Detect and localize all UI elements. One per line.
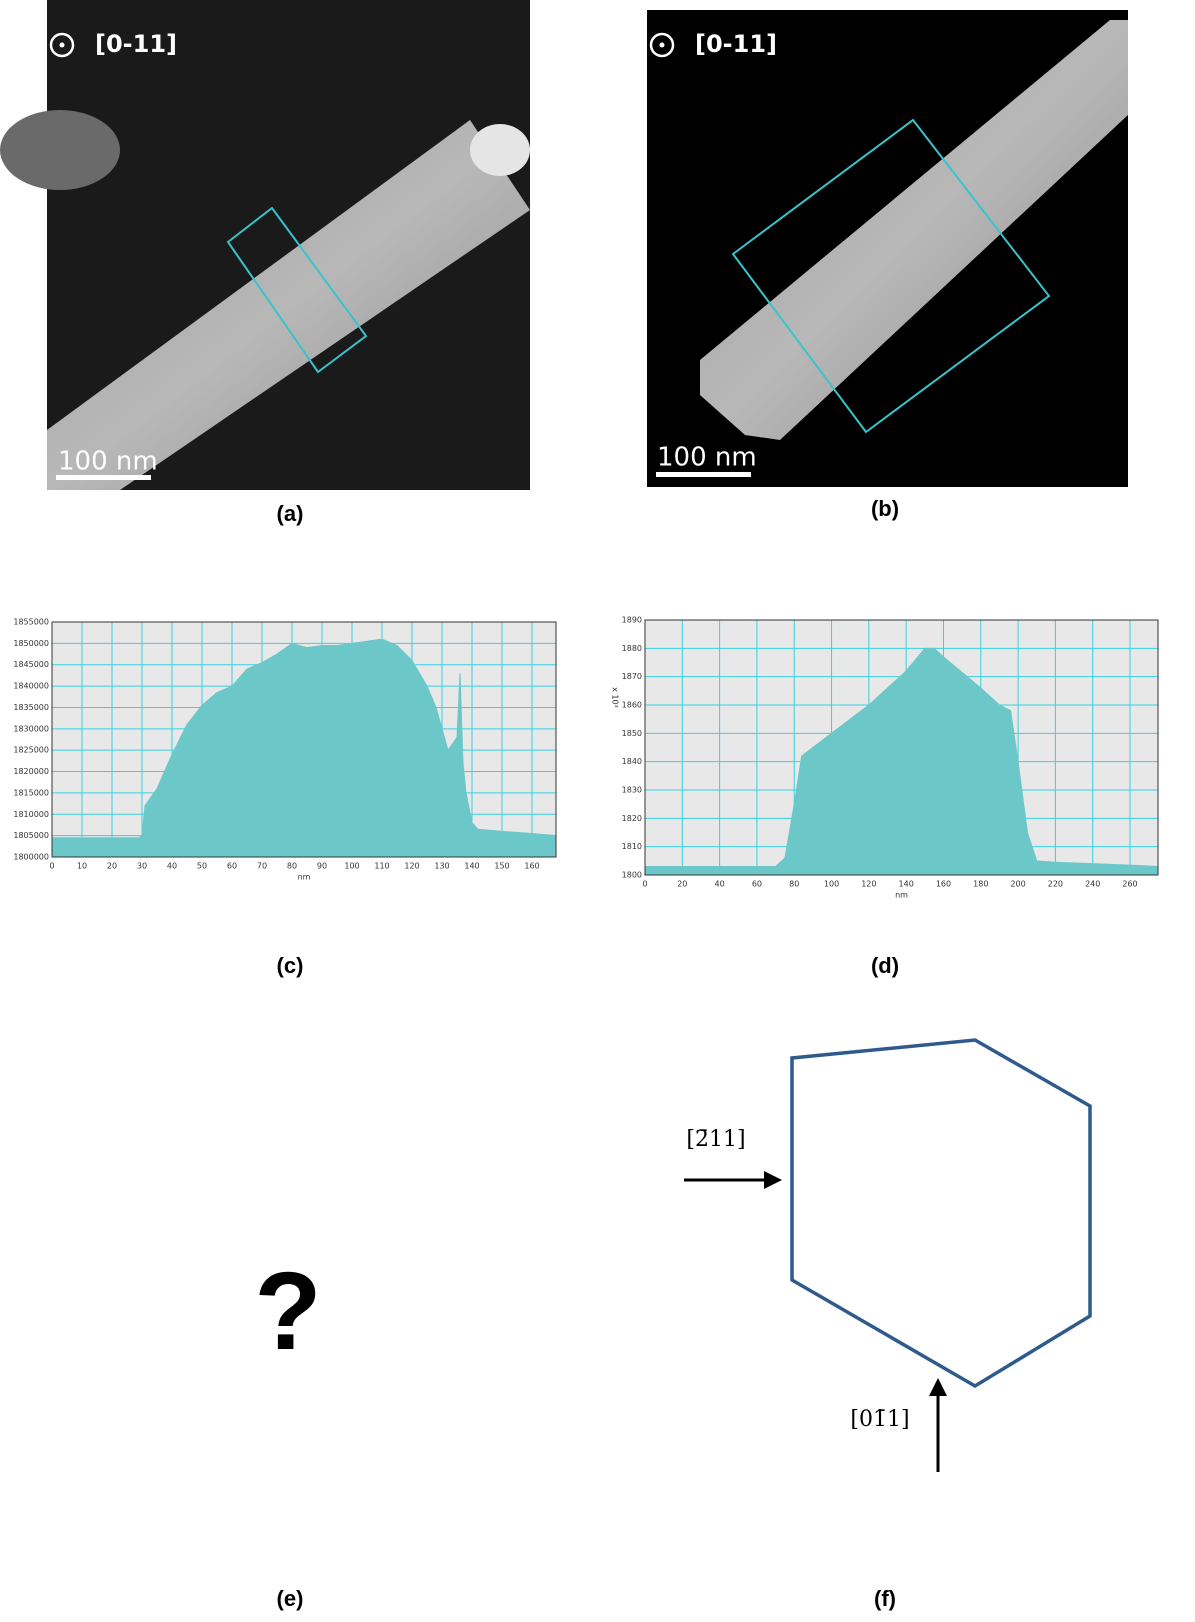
plot-frame [51, 621, 557, 858]
x-tick-label: 30 [137, 862, 147, 871]
y-tick-label: 1880 [622, 644, 642, 653]
y-tick-label: 1845000 [13, 660, 49, 669]
x-axis-label: nm [298, 873, 311, 882]
plot-frame [644, 619, 1159, 876]
y-tick-label: 1830000 [13, 724, 49, 733]
x-tick-label: 20 [677, 880, 687, 889]
y-tick-label: 1820000 [13, 767, 49, 776]
y-tick-label: 1830 [622, 786, 642, 795]
hexagon [790, 1038, 1092, 1389]
direction-label: [2̄11] [686, 1127, 745, 1152]
y-tick-label: 1810 [622, 842, 642, 851]
x-tick-label: 100 [824, 880, 839, 889]
y-tick-label: 1810000 [13, 810, 49, 819]
micrograph-b: [0-11] 100 nm [647, 10, 1128, 487]
x-tick-label: 10 [77, 862, 87, 871]
caption: (e) [277, 1586, 304, 1611]
micrograph-a: [0-11] 100 nm [0, 0, 530, 490]
x-tick-label: 120 [861, 880, 876, 889]
x-tick-label: 80 [287, 862, 297, 871]
direction-label: [0-11] [95, 30, 177, 58]
y-tick-label: 1855000 [13, 618, 49, 627]
x-tick-label: 60 [227, 862, 237, 871]
x-tick-label: 160 [524, 862, 539, 871]
y-axis-label: x 10³ [611, 687, 620, 708]
y-tick-label: 1840000 [13, 682, 49, 691]
caption: (b) [871, 496, 899, 521]
caption: (d) [871, 953, 899, 978]
x-tick-label: 220 [1048, 880, 1063, 889]
y-tick-label: 1800 [622, 871, 642, 880]
y-tick-label: 1860 [622, 701, 642, 710]
arrow-head [929, 1378, 947, 1396]
y-tick-label: 1850000 [13, 639, 49, 648]
area [644, 647, 1159, 876]
y-tick-label: 1815000 [13, 788, 49, 797]
y-tick-label: 1805000 [13, 831, 49, 840]
question-mark: ? [254, 1250, 321, 1373]
caption: (f) [874, 1586, 896, 1611]
x-tick-label: 0 [49, 862, 54, 871]
x-tick-label: 0 [642, 880, 647, 889]
x-tick-label: 200 [1010, 880, 1025, 889]
x-tick-label: 40 [167, 862, 177, 871]
x-tick-label: 120 [404, 862, 419, 871]
x-tick-label: 140 [899, 880, 914, 889]
y-tick-label: 1870 [622, 672, 642, 681]
x-tick-label: 50 [197, 862, 207, 871]
x-tick-label: 80 [789, 880, 799, 889]
y-tick-label: 1820 [622, 814, 642, 823]
caption: (a) [277, 501, 304, 526]
x-tick-label: 140 [464, 862, 479, 871]
x-tick-label: 70 [257, 862, 267, 871]
direction-label: [01̄1] [850, 1407, 909, 1432]
x-tick-label: 160 [936, 880, 951, 889]
x-tick-label: 260 [1122, 880, 1137, 889]
area [51, 638, 557, 858]
y-tick-label: 1840 [622, 757, 642, 766]
x-tick-label: 130 [434, 862, 449, 871]
scale-bar-label: 100 nm [58, 447, 158, 477]
x-tick-label: 150 [494, 862, 509, 871]
y-tick-label: 1890 [622, 616, 642, 625]
x-axis-label: nm [895, 891, 908, 900]
y-tick-label: 1800000 [13, 853, 49, 862]
x-tick-label: 100 [344, 862, 359, 871]
x-tick-label: 40 [715, 880, 725, 889]
x-tick-label: 20 [107, 862, 117, 871]
y-tick-label: 1825000 [13, 746, 49, 755]
scale-bar-label: 100 nm [657, 443, 757, 473]
caption: (c) [277, 953, 304, 978]
direction-label: [0-11] [695, 30, 777, 58]
y-tick-label: 1850 [622, 729, 642, 738]
arrow-head [764, 1171, 782, 1189]
y-tick-label: 1835000 [13, 703, 49, 712]
x-tick-label: 90 [317, 862, 327, 871]
x-tick-label: 240 [1085, 880, 1100, 889]
x-tick-label: 180 [973, 880, 988, 889]
x-tick-label: 60 [752, 880, 762, 889]
x-tick-label: 110 [374, 862, 389, 871]
